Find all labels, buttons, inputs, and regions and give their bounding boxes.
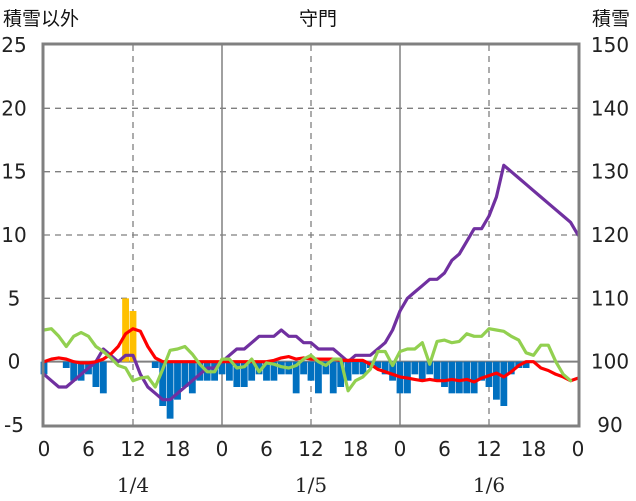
blue-bars-bar (315, 361, 322, 394)
left-tick-label: 15 (1, 160, 26, 184)
blue-bars-bar (322, 361, 330, 375)
right-tick-label: 120 (591, 223, 629, 247)
blue-bars-bar (352, 361, 359, 375)
blue-bars-bar (470, 361, 478, 394)
blue-bars-bar (493, 361, 500, 400)
blue-bars-bar (240, 361, 248, 387)
blue-bars-bar (62, 361, 70, 368)
x-tick-label: 12 (476, 437, 501, 461)
date-label: 1/6 (473, 473, 505, 497)
blue-bars-bar (70, 361, 78, 381)
left-tick-label: 20 (1, 96, 26, 120)
blue-bars-bar (270, 361, 278, 381)
blue-bars-bar (159, 361, 167, 406)
blue-bars-bar (151, 361, 159, 368)
blue-bars-bar (188, 361, 196, 394)
date-label: 1/5 (295, 473, 327, 497)
orange-bars-bar (129, 311, 137, 362)
right-tick-label: 110 (591, 286, 629, 310)
blue-bars-bar (411, 361, 419, 375)
blue-bars-bar (463, 361, 471, 394)
plot-frame (41, 42, 581, 428)
blue-bars-bar (226, 361, 233, 381)
orange-bars-bar (122, 298, 129, 362)
blue-bars-bar (500, 361, 508, 406)
blue-bars-bar (329, 361, 337, 394)
x-tick-label: 12 (120, 437, 145, 461)
blue-bars-bar (478, 361, 485, 381)
blue-bars-bar (166, 361, 174, 419)
blue-bars-bar (426, 361, 434, 375)
x-tick-label: 0 (38, 437, 51, 461)
blue-bars-bar (381, 361, 389, 375)
blue-bars-bar (292, 361, 300, 394)
left-axis-ticks: 25 20 15 10 5 0 -5 (1, 33, 26, 437)
blue-bars-bar (307, 361, 315, 381)
x-axis-ticks: 0 6 12 18 0 6 12 18 0 6 12 18 0 (38, 437, 585, 461)
right-tick-label: 150 (591, 33, 629, 57)
blue-bars-bar (337, 361, 345, 387)
blue-bars-bar (418, 361, 426, 381)
blue-bars-bar (433, 361, 441, 381)
x-tick-label: 6 (82, 437, 95, 461)
blue-bars-bar (99, 361, 107, 394)
left-tick-label: 10 (1, 223, 26, 247)
right-axis-label: 積雪 (592, 8, 630, 30)
blue-bars-bar (507, 361, 515, 375)
blue-bars-bar (374, 361, 382, 368)
x-tick-label: 18 (165, 437, 190, 461)
left-tick-label: 25 (1, 33, 26, 57)
right-axis-ticks: 150 140 130 120 110 100 90 (591, 33, 629, 437)
green-line (42, 327, 573, 393)
chart-title: 守門 (299, 8, 337, 30)
right-tick-label: 90 (597, 413, 622, 437)
x-tick-label: 0 (572, 437, 585, 461)
x-tick-label: 18 (521, 437, 546, 461)
blue-bars-bar (300, 361, 307, 375)
x-tick-label: 0 (394, 437, 407, 461)
x-tick-label: 18 (343, 437, 368, 461)
blue-bars-bar (196, 361, 204, 381)
blue-bars-bar (174, 361, 181, 400)
blue-bars-bar (92, 361, 100, 387)
left-tick-label: 5 (8, 286, 21, 310)
blue-bars-bar (218, 361, 226, 375)
blue-bars-bar (181, 361, 189, 387)
blue-bars-bar (263, 361, 270, 381)
blue-bars-bar (248, 361, 256, 381)
line-series (42, 163, 580, 402)
blue-bars-bar (344, 361, 352, 381)
purple-line (42, 163, 580, 402)
right-tick-label: 130 (591, 160, 629, 184)
blue-bars-bar (255, 361, 263, 375)
right-tick-label: 100 (591, 350, 629, 374)
blue-bars-bar (448, 361, 456, 394)
left-tick-label: 0 (8, 350, 21, 374)
left-axis-label: 積雪以外 (3, 8, 79, 30)
blue-bars-bar (455, 361, 463, 394)
right-tick-label: 140 (591, 96, 629, 120)
x-tick-label: 6 (260, 437, 273, 461)
x-tick-label: 6 (438, 437, 451, 461)
red-line (42, 327, 580, 384)
date-labels: 1/4 1/5 1/6 (117, 473, 505, 497)
blue-bars-bar (359, 361, 367, 375)
blue-bars-bar (389, 361, 396, 381)
x-tick-label: 0 (216, 437, 229, 461)
date-label: 1/4 (117, 473, 149, 497)
blue-bars-bar (441, 361, 448, 387)
x-tick-label: 12 (298, 437, 323, 461)
blue-bars-bar (77, 361, 85, 381)
left-tick-label: -5 (4, 413, 24, 437)
blue-bars-bar (233, 361, 241, 387)
blue-bars-bar (522, 361, 530, 368)
